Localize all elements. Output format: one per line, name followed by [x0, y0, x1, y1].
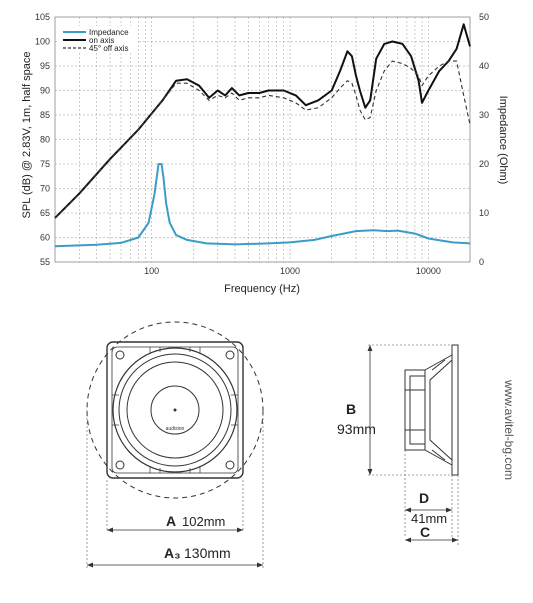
y-tick-label: 70: [40, 184, 50, 194]
legend-label-off-axis: 45° off axis: [89, 44, 129, 53]
dim-c-arrow-left: [405, 537, 411, 543]
mounting-hole: [225, 350, 235, 360]
y-tick-label: 90: [40, 86, 50, 96]
dimension-b: B 93mm: [337, 344, 452, 476]
y2-axis-label: Impedance (Ohm): [497, 96, 509, 185]
y2-tick-label: 50: [479, 12, 489, 22]
dim-a-value: 102mm: [182, 514, 225, 529]
basket-profile: [424, 354, 453, 466]
dim-b-arrow-top: [367, 345, 373, 351]
y2-tick-label: 40: [479, 61, 489, 71]
y-axis-ticks: 55 60 65 70 75 80 85 90 95 100 105: [35, 12, 50, 267]
y-tick-label: 85: [40, 110, 50, 120]
dimension-d: D 41mm: [404, 450, 453, 538]
brand-logo: audision: [166, 426, 185, 432]
horizontal-grid: [55, 41, 470, 238]
legend-label-on-axis: on axis: [89, 36, 114, 45]
vertical-grid: [79, 17, 429, 262]
dim-d-arrow-right: [446, 507, 452, 513]
x-tick-label: 10000: [416, 266, 441, 276]
y2-tick-label: 30: [479, 110, 489, 120]
frame-ribs: [112, 347, 238, 473]
dim-c-letter: C: [420, 524, 430, 540]
dim-a-arrow-left: [107, 527, 113, 533]
x-tick-label: 100: [144, 266, 159, 276]
mounting-frame-inner: [111, 346, 239, 474]
dim-a3-value: 130mm: [184, 545, 231, 561]
dim-a3-arrow-right: [257, 562, 263, 568]
on-axis-line: [54, 23, 471, 219]
series-layer: [54, 23, 471, 248]
dim-a-letter: A: [166, 513, 176, 529]
dim-d-value: 41mm: [411, 511, 447, 526]
y-tick-label: 65: [40, 208, 50, 218]
surround-outer: [118, 353, 232, 467]
plot-area: [54, 16, 471, 263]
dim-a3-letter: A₃: [164, 545, 181, 561]
y2-tick-label: 0: [479, 257, 484, 267]
y-tick-label: 60: [40, 233, 50, 243]
dim-c-arrow-right: [452, 537, 458, 543]
magnet-top-plate: [404, 369, 426, 451]
basket-rim: [112, 347, 238, 473]
dust-cap: [150, 385, 200, 435]
dim-b-arrow-bottom: [367, 469, 373, 475]
terminal: [431, 359, 446, 371]
y-tick-label: 105: [35, 12, 50, 22]
dimension-a: A 102mm: [106, 480, 244, 533]
dimension-a3: A₃ 130mm: [86, 410, 264, 570]
off-axis-line: [54, 60, 471, 219]
side-view-drawing: [404, 344, 459, 476]
mounting-frame: [106, 341, 244, 479]
front-view-drawing: [86, 321, 264, 499]
cone-profile: [429, 359, 453, 461]
mounting-holes: [115, 350, 235, 470]
dimension-c: C: [405, 475, 459, 545]
magnet: [409, 375, 426, 445]
impedance-line: [54, 163, 471, 248]
y2-tick-label: 10: [479, 208, 489, 218]
dim-d-letter: D: [419, 490, 429, 506]
centre-dot: [173, 408, 177, 412]
legend: Impedance on axis 45° off axis: [58, 26, 138, 53]
dim-a-arrow-right: [237, 527, 243, 533]
mounting-hole: [115, 350, 125, 360]
y-tick-label: 75: [40, 159, 50, 169]
y-tick-label: 80: [40, 135, 50, 145]
dim-b-value: 93mm: [337, 421, 376, 437]
x-axis-ticks: 100 1000 10000: [144, 266, 441, 276]
dim-a3-arrow-left: [87, 562, 93, 568]
y-tick-label: 100: [35, 37, 50, 47]
mounting-flange: [451, 344, 459, 476]
surround-inner: [126, 361, 224, 459]
x-tick-label: 1000: [280, 266, 300, 276]
y2-axis-ticks: 0 10 20 30 40 50: [479, 12, 489, 267]
dim-b-letter: B: [346, 401, 356, 417]
mounting-hole: [115, 460, 125, 470]
y2-tick-label: 20: [479, 159, 489, 169]
dimension-drawings: audision A 102mm A₃ 130mm B: [86, 321, 516, 570]
terminal: [431, 449, 446, 461]
legend-label-impedance: Impedance: [89, 28, 129, 37]
dim-d-arrow-left: [405, 507, 411, 513]
y-tick-label: 55: [40, 257, 50, 267]
website-text: www.avitel-bg.com: [502, 379, 516, 480]
mounting-hole: [225, 460, 235, 470]
y-axis-label: SPL (dB) @ 2.83V, 1m, half space: [21, 52, 33, 219]
frequency-response-chart: 55 60 65 70 75 80 85 90 95 100 105 0 10 20 30 40 50 100…: [21, 12, 509, 295]
x-axis-label: Frequency (Hz): [224, 283, 300, 295]
y-tick-label: 95: [40, 61, 50, 71]
